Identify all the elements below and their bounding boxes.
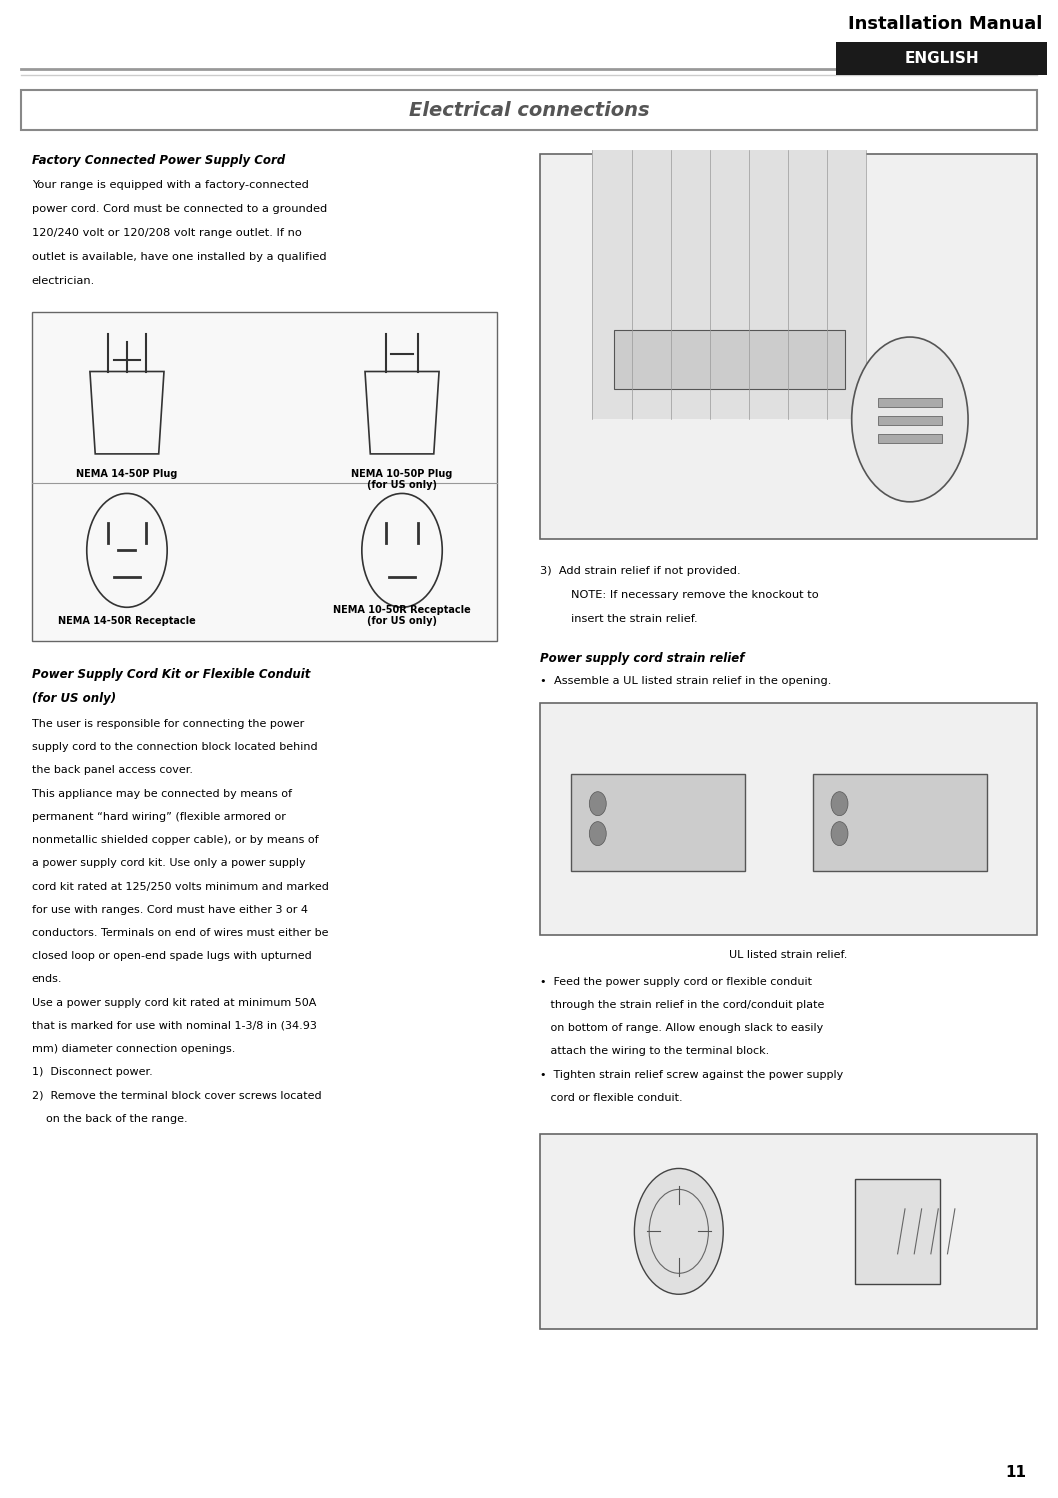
Bar	[878, 434, 942, 443]
Bar	[878, 398, 942, 407]
Text: Electrical connections: Electrical connections	[408, 100, 650, 120]
Text: cord kit rated at 125/250 volts minimum and marked: cord kit rated at 125/250 volts minimum …	[32, 882, 329, 891]
Bar	[571, 774, 745, 872]
Text: NEMA 10-50R Receptacle
(for US only): NEMA 10-50R Receptacle (for US only)	[333, 605, 471, 626]
Text: 2)  Remove the terminal block cover screws located: 2) Remove the terminal block cover screw…	[32, 1091, 322, 1101]
FancyBboxPatch shape	[836, 42, 1047, 75]
Text: through the strain relief in the cord/conduit plate: through the strain relief in the cord/co…	[540, 1001, 824, 1010]
Text: ENGLISH: ENGLISH	[905, 51, 979, 66]
Bar	[813, 774, 987, 872]
Text: •  Feed the power supply cord or flexible conduit: • Feed the power supply cord or flexible…	[540, 977, 811, 987]
Text: 1)  Disconnect power.: 1) Disconnect power.	[32, 1068, 152, 1077]
Text: attach the wiring to the terminal block.: attach the wiring to the terminal block.	[540, 1047, 769, 1056]
Text: insert the strain relief.: insert the strain relief.	[571, 614, 698, 625]
FancyBboxPatch shape	[32, 312, 497, 641]
Text: •  Tighten strain relief screw against the power supply: • Tighten strain relief screw against th…	[540, 1070, 843, 1080]
Bar	[614, 330, 845, 389]
Text: cord or flexible conduit.: cord or flexible conduit.	[540, 1094, 682, 1103]
FancyBboxPatch shape	[540, 703, 1037, 935]
Text: electrician.: electrician.	[32, 276, 95, 286]
Circle shape	[852, 337, 968, 502]
Text: the back panel access cover.: the back panel access cover.	[32, 765, 193, 776]
Text: that is marked for use with nominal 1-3/8 in (34.93: that is marked for use with nominal 1-3/…	[32, 1022, 316, 1031]
Circle shape	[589, 792, 606, 816]
Text: UL listed strain relief.: UL listed strain relief.	[729, 950, 847, 960]
Text: power cord. Cord must be connected to a grounded: power cord. Cord must be connected to a …	[32, 204, 327, 214]
Circle shape	[832, 822, 849, 846]
Text: NOTE: If necessary remove the knockout to: NOTE: If necessary remove the knockout t…	[571, 590, 819, 601]
FancyBboxPatch shape	[540, 1134, 1037, 1329]
Text: 11: 11	[1005, 1465, 1026, 1480]
Circle shape	[635, 1168, 724, 1294]
Text: a power supply cord kit. Use only a power supply: a power supply cord kit. Use only a powe…	[32, 858, 306, 869]
Text: Factory Connected Power Supply Cord: Factory Connected Power Supply Cord	[32, 154, 285, 168]
Text: The user is responsible for connecting the power: The user is responsible for connecting t…	[32, 719, 304, 730]
Text: nonmetallic shielded copper cable), or by means of: nonmetallic shielded copper cable), or b…	[32, 836, 318, 845]
Text: NEMA 14-50P Plug: NEMA 14-50P Plug	[76, 469, 178, 479]
Text: (for US only): (for US only)	[32, 692, 116, 706]
Text: Power Supply Cord Kit or Flexible Conduit: Power Supply Cord Kit or Flexible Condui…	[32, 668, 310, 682]
Text: mm) diameter connection openings.: mm) diameter connection openings.	[32, 1044, 235, 1055]
Circle shape	[832, 792, 849, 816]
Text: Your range is equipped with a factory-connected: Your range is equipped with a factory-co…	[32, 180, 309, 190]
Circle shape	[589, 822, 606, 846]
Text: on bottom of range. Allow enough slack to easily: on bottom of range. Allow enough slack t…	[540, 1023, 823, 1034]
Text: This appliance may be connected by means of: This appliance may be connected by means…	[32, 789, 292, 798]
Text: Use a power supply cord kit rated at minimum 50A: Use a power supply cord kit rated at min…	[32, 998, 316, 1008]
Text: NEMA 10-50P Plug
(for US only): NEMA 10-50P Plug (for US only)	[351, 469, 453, 490]
Text: •  Assemble a UL listed strain relief in the opening.: • Assemble a UL listed strain relief in …	[540, 676, 831, 686]
Text: ends.: ends.	[32, 975, 62, 984]
Text: on the back of the range.: on the back of the range.	[32, 1115, 187, 1124]
Text: permanent “hard wiring” (flexible armored or: permanent “hard wiring” (flexible armore…	[32, 812, 286, 822]
Text: NEMA 14-50R Receptacle: NEMA 14-50R Receptacle	[58, 616, 196, 626]
Text: closed loop or open-end spade lugs with upturned: closed loop or open-end spade lugs with …	[32, 951, 311, 962]
Bar	[855, 1179, 940, 1284]
Text: conductors. Terminals on end of wires must either be: conductors. Terminals on end of wires mu…	[32, 929, 328, 938]
Text: Power supply cord strain relief: Power supply cord strain relief	[540, 652, 744, 665]
Text: supply cord to the connection block located behind: supply cord to the connection block loca…	[32, 743, 317, 752]
Text: for use with ranges. Cord must have either 3 or 4: for use with ranges. Cord must have eith…	[32, 905, 308, 915]
Text: 120/240 volt or 120/208 volt range outlet. If no: 120/240 volt or 120/208 volt range outle…	[32, 228, 302, 238]
Text: 3)  Add strain relief if not provided.: 3) Add strain relief if not provided.	[540, 566, 741, 577]
Text: Installation Manual: Installation Manual	[847, 15, 1042, 33]
Text: outlet is available, have one installed by a qualified: outlet is available, have one installed …	[32, 252, 326, 262]
FancyBboxPatch shape	[21, 90, 1037, 130]
FancyBboxPatch shape	[540, 154, 1037, 539]
Bar	[878, 416, 942, 425]
